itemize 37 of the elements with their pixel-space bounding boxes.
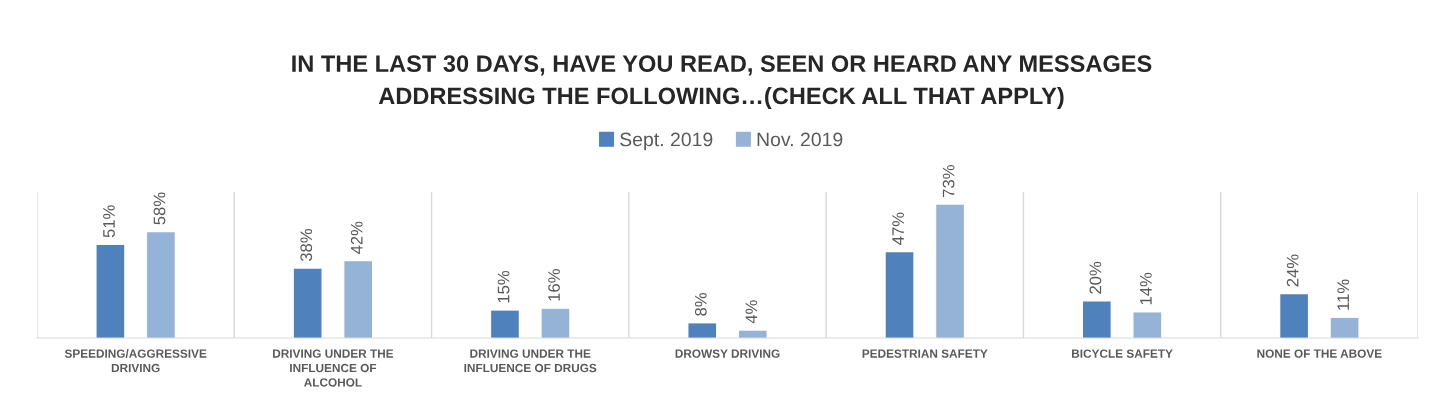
data-label: 47% <box>892 212 904 245</box>
bar <box>1330 317 1359 338</box>
bar <box>1083 301 1111 338</box>
legend-label: Nov. 2019 <box>757 132 843 147</box>
bar <box>1133 312 1162 338</box>
data-label: 38% <box>300 228 313 262</box>
bar <box>1280 294 1308 338</box>
data-label: 14% <box>1140 272 1152 305</box>
data-label: 16% <box>548 269 560 301</box>
bar <box>936 204 964 338</box>
chart-title: IN THE LAST 30 DAYS, HAVE YOU READ, SEEN OR HEARD ANY MESSAGES ADDRESSING THE FOLLOWING…(CHECK ALL THAT APPLY) <box>292 55 1152 109</box>
bar <box>96 244 125 338</box>
x-tick-label: BICYCLE SAFETY <box>1072 349 1173 358</box>
data-label: 24% <box>1286 254 1299 287</box>
data-label: 4% <box>745 300 758 324</box>
x-tick-label: NONE OF THE ABOVE <box>1257 349 1382 358</box>
bar <box>541 308 570 338</box>
x-tick-label: DROWSY DRIVING <box>675 349 780 358</box>
data-label: 51% <box>103 205 115 238</box>
bar <box>885 252 914 338</box>
x-tick-label: DRIVING UNDER THE INFLUENCE OF DRUGS <box>464 349 597 373</box>
data-label: 20% <box>1089 261 1102 294</box>
bar <box>688 323 717 338</box>
data-label: 15% <box>497 270 510 303</box>
x-tick-label: PEDESTRIAN SAFETY <box>862 349 988 358</box>
bar <box>344 261 372 338</box>
bar <box>293 268 322 338</box>
bar <box>491 310 519 338</box>
x-tick-label: DRIVING UNDER THE INFLUENCE OF ALCOHOL <box>273 349 394 387</box>
data-label: 8% <box>694 292 707 316</box>
data-label: 42% <box>350 221 363 255</box>
data-label: 11% <box>1337 279 1350 310</box>
data-label: 73% <box>942 165 955 197</box>
legend-label: Sept. 2019 <box>620 132 713 151</box>
data-label: 58% <box>153 192 166 225</box>
x-tick-label: SPEEDING/AGGRESSIVE DRIVING <box>64 349 207 373</box>
bar <box>147 232 175 338</box>
